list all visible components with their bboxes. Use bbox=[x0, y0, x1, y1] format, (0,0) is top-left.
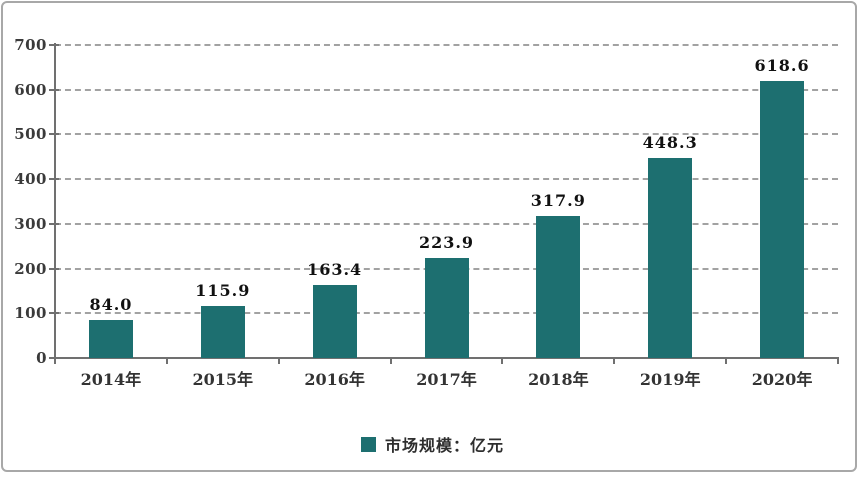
x-axis-tick-2 bbox=[277, 359, 280, 364]
gridline-600 bbox=[55, 88, 838, 91]
y-axis-tick-label-300: 300 bbox=[14, 214, 47, 233]
gridline-400 bbox=[55, 178, 838, 181]
bar-2018年 bbox=[536, 215, 581, 358]
y-axis-tick-label-0: 0 bbox=[36, 349, 47, 367]
bar-value-label-2015年: 115.9 bbox=[195, 281, 251, 301]
bar-value-label-2014年: 84.0 bbox=[89, 295, 133, 315]
x-axis-tick-3 bbox=[389, 359, 392, 364]
y-axis-tick-label-400: 400 bbox=[14, 170, 47, 189]
x-axis-category-label-2017年: 2017年 bbox=[416, 370, 477, 389]
bar-value-label-2017年: 223.9 bbox=[418, 232, 475, 252]
bar-2017年 bbox=[424, 257, 469, 358]
bar-value-label-2016年: 163.4 bbox=[307, 259, 363, 279]
x-axis-category-label-2015年: 2015年 bbox=[192, 370, 254, 389]
gridline-700 bbox=[55, 44, 838, 46]
x-axis-category-label-2014年: 2014年 bbox=[80, 370, 142, 389]
bar-2016年 bbox=[312, 284, 357, 358]
x-axis-line bbox=[54, 357, 839, 359]
bar-2014年 bbox=[88, 320, 133, 358]
x-axis-tick-1 bbox=[165, 359, 168, 364]
x-axis-tick-6 bbox=[725, 359, 728, 364]
x-axis-tick-5 bbox=[613, 359, 616, 364]
y-axis-tick-label-700: 700 bbox=[14, 36, 47, 54]
y-axis-tick-label-200: 200 bbox=[14, 259, 47, 278]
x-axis-tick-4 bbox=[501, 359, 504, 364]
bar-2019年 bbox=[648, 157, 693, 358]
bar-value-label-2019年: 448.3 bbox=[642, 132, 698, 152]
y-axis-line bbox=[54, 43, 56, 359]
gridline-500 bbox=[55, 133, 838, 136]
bar-2020年 bbox=[760, 81, 805, 358]
y-axis-tick-label-100: 100 bbox=[14, 304, 47, 323]
bar-value-label-2020年: 618.6 bbox=[754, 56, 810, 76]
x-axis-category-label-2020年: 2020年 bbox=[751, 370, 813, 389]
y-axis-tick-label-600: 600 bbox=[14, 80, 47, 99]
legend-swatch bbox=[360, 436, 376, 452]
gridline-300 bbox=[55, 222, 838, 225]
x-axis-tick-7 bbox=[837, 359, 839, 364]
y-axis-tick-label-500: 500 bbox=[14, 125, 47, 144]
legend: 市场规模：亿元 bbox=[0, 432, 865, 456]
x-axis-category-label-2019年: 2019年 bbox=[639, 370, 701, 389]
x-axis-tick-0 bbox=[54, 359, 56, 364]
x-axis-category-label-2018年: 2018年 bbox=[528, 370, 589, 389]
legend-label: 市场规模：亿元 bbox=[384, 436, 504, 455]
bar-value-label-2018年: 317.9 bbox=[530, 190, 586, 210]
chart-frame bbox=[1, 1, 857, 472]
x-axis-category-label-2016年: 2016年 bbox=[304, 370, 365, 389]
bar-2015年 bbox=[200, 306, 245, 358]
